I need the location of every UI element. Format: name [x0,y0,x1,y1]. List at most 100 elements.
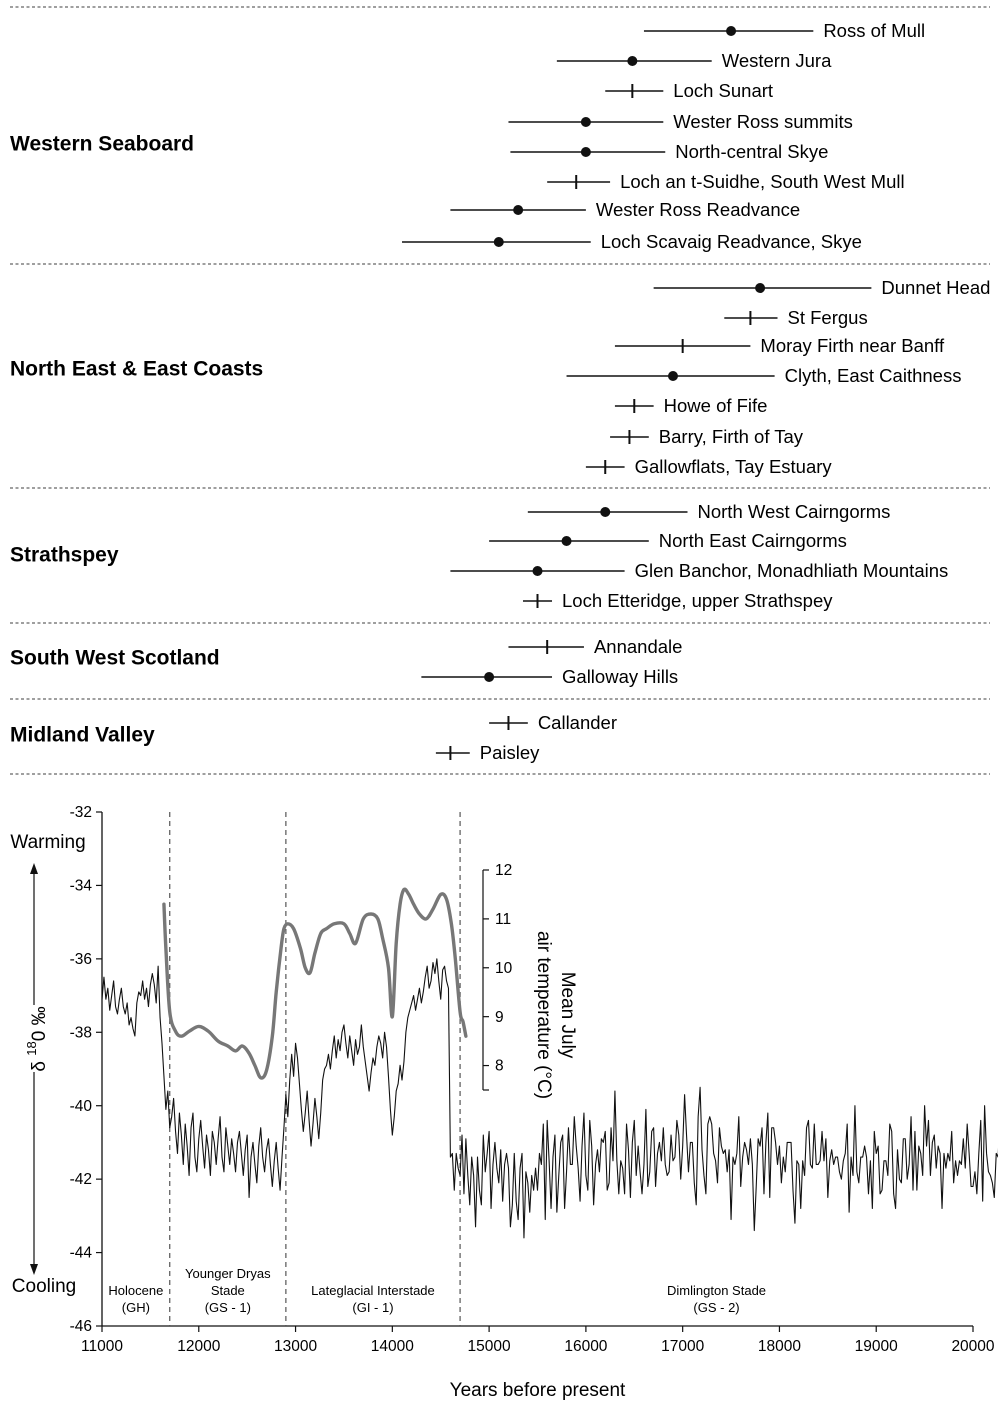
y-tick-label: -36 [70,951,92,968]
site-row: Loch an t-Suidhe, South West Mull [547,171,905,192]
site-label: Galloway Hills [562,666,678,687]
temperature-series-line [162,887,468,1080]
x-tick-label: 19000 [855,1338,898,1355]
site-row: St Fergus [724,307,868,328]
region-group: Strathspey North West Cairngorms North Eas… [10,501,948,611]
site-row: Moray Firth near Banff [614,335,945,356]
region-label: Strathspey [10,544,119,567]
site-label: Loch an t-Suidhe, South West Mull [620,171,905,192]
temperature-tick-label: 11 [495,911,511,928]
age-dot-marker [627,56,638,66]
age-dot-marker [580,117,591,127]
x-tick-label: 20000 [951,1338,994,1355]
site-label: Western Jura [722,50,832,71]
age-dot-marker [561,536,572,546]
site-row: Loch Scavaig Readvance, Skye [402,231,862,252]
temperature-tick-label: 12 [495,862,512,879]
site-label: Howe of Fife [664,395,768,416]
region-label: Western Seaboard [10,133,194,156]
site-label: Annandale [594,636,682,657]
period-label-line: Younger Dryas [185,1266,271,1281]
region-label: North East & East Coasts [10,358,263,381]
age-dot-marker [726,26,737,36]
site-label: Wester Ross Readvance [596,199,800,220]
isotope-series-line [101,958,998,1239]
site-row: Barry, Firth of Tay [610,426,804,447]
site-row: Paisley [435,742,540,763]
site-label: Glen Banchor, Monadhliath Mountains [635,560,949,581]
site-row: Wester Ross summits [508,111,853,132]
y-tick-label: -34 [70,878,93,895]
site-label: Dunnet Head [881,277,990,298]
site-row: Glen Banchor, Monadhliath Mountains [450,560,948,581]
period-label-line: (GS - 1) [205,1300,251,1315]
age-dot-marker [513,205,524,215]
period-label: Dimlington Stade (GS - 2) [667,1283,766,1315]
site-row: North West Cairngorms [527,501,891,522]
x-tick-label: 16000 [564,1338,607,1355]
y-tick-label: -32 [70,804,92,821]
age-range-panel: Western Seaboard Ross of Mull Western Jura… [10,6,990,775]
y-axis-title-delta: δ [29,1056,50,1072]
site-row: Callander [489,712,617,733]
x-tick-label: 11000 [81,1338,123,1355]
site-row: Loch Sunart [605,80,773,101]
temperature-axis-title-line1: Mean July [557,972,578,1059]
age-dot-marker [600,507,611,517]
period-label: Holocene (GH) [108,1283,163,1315]
region-group: South West Scotland Annandale Galloway Hil… [10,636,682,687]
site-label: Loch Scavaig Readvance, Skye [601,231,862,252]
age-dot-marker [580,147,591,157]
period-label-line: (GH) [122,1300,150,1315]
site-row: Clyth, East Caithness [566,365,962,386]
site-label: Gallowflats, Tay Estuary [635,456,833,477]
period-label-line: Lateglacial Interstade [311,1283,435,1298]
site-label: Loch Etteridge, upper Strathspey [562,590,833,611]
cooling-label: Cooling [12,1276,76,1297]
y-tick-label: -40 [70,1098,93,1115]
site-row: Loch Etteridge, upper Strathspey [522,590,833,611]
temperature-tick-label: 10 [495,960,513,977]
period-label: Lateglacial Interstade (GI - 1) [311,1283,435,1315]
x-axis-title: Years before present [450,1380,626,1401]
site-label: Clyth, East Caithness [785,365,962,386]
age-dot-marker [755,283,766,293]
warming-arrow-head [30,863,38,874]
age-dot-marker [493,237,504,247]
temperature-tick-label: 9 [495,1009,504,1026]
y-tick-label: -42 [70,1171,92,1188]
site-label: North West Cairngorms [698,501,891,522]
site-label: Barry, Firth of Tay [659,426,804,447]
site-row: North East Cairngorms [489,530,847,551]
region-label: Midland Valley [10,724,155,747]
region-group: North East & East Coasts Dunnet Head St Fe… [10,277,990,477]
site-label: Paisley [480,742,540,763]
y-axis-title-superscript: 18 [24,1041,39,1055]
temperature-axis-title-line2: air temperature (°C) [533,931,554,1099]
region-group: Western Seaboard Ross of Mull Western Jura… [10,20,925,252]
x-tick-label: 17000 [661,1338,704,1355]
site-label: Wester Ross summits [673,111,853,132]
x-tick-label: 12000 [177,1338,220,1355]
site-label: Moray Firth near Banff [760,335,945,356]
x-tick-label: 13000 [274,1338,317,1355]
isotope-panel: -32 -34 -36 -38 -40 -42 -44 -46 11000 12000 13000 1… [10,804,998,1401]
x-tick-label: 15000 [468,1338,511,1355]
period-label-line: (GI - 1) [352,1300,393,1315]
y-tick-label: -38 [70,1024,92,1041]
site-label: Loch Sunart [673,80,773,101]
site-row: North-central Skye [510,141,828,162]
region-group: Midland Valley Callander Paisley [10,712,617,763]
site-label: Callander [538,712,617,733]
period-label-line: Stade [211,1283,245,1298]
age-dot-marker [667,371,678,381]
site-row: Annandale [508,636,682,657]
site-row: Howe of Fife [614,395,768,416]
age-dot-marker [484,672,495,682]
cooling-arrow-head [30,1264,38,1275]
site-row: Dunnet Head [653,277,990,298]
site-label: North-central Skye [675,141,828,162]
warming-label: Warming [10,832,85,853]
period-label: Younger Dryas Stade (GS - 1) [185,1266,271,1315]
